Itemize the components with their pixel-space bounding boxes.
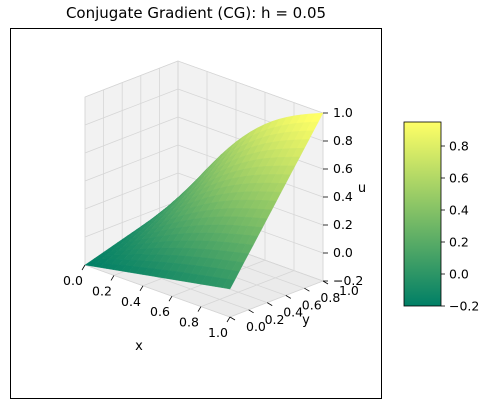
z-tick-label: −0.2 bbox=[333, 273, 363, 288]
colorbar-tick-label: 0.8 bbox=[449, 139, 469, 154]
x-tick-mark bbox=[140, 286, 143, 291]
z-tick-label: 0.2 bbox=[333, 217, 353, 232]
x-tick-mark bbox=[82, 265, 85, 270]
colorbar-tick-label: 0.6 bbox=[449, 171, 469, 186]
y-tick-mark bbox=[286, 295, 291, 298]
x-tick-label: 0.0 bbox=[63, 273, 83, 288]
colorbar-tick-label: 0.0 bbox=[449, 267, 469, 282]
x-tick-label: 0.6 bbox=[150, 304, 170, 319]
y-tick-mark bbox=[323, 281, 328, 284]
x-tick-label: 1.0 bbox=[208, 325, 228, 340]
y-axis-label: y bbox=[302, 313, 310, 328]
y-tick-mark bbox=[249, 310, 254, 313]
z-axis-label: u bbox=[358, 181, 366, 196]
x-tick-mark bbox=[198, 307, 201, 312]
z-tick-label: 0.4 bbox=[333, 189, 353, 204]
z-tick-label: 0.0 bbox=[333, 245, 353, 260]
x-tick-label: 0.2 bbox=[92, 283, 112, 298]
y-tick-label: 0.6 bbox=[302, 297, 322, 312]
z-tick-label: 0.6 bbox=[333, 161, 353, 176]
colorbar: −0.2 0.0 0.2 0.4 0.6 0.8 bbox=[404, 122, 479, 314]
x-tick-label: 0.4 bbox=[121, 294, 141, 309]
y-tick-label: 0.2 bbox=[265, 312, 285, 327]
y-tick-mark bbox=[230, 317, 235, 320]
y-tick-label: 0.4 bbox=[283, 305, 303, 320]
y-tick-label: 0.0 bbox=[246, 319, 266, 334]
y-tick-mark bbox=[267, 303, 272, 306]
y-tick-mark bbox=[304, 288, 309, 291]
y-tick-label: 0.8 bbox=[320, 290, 340, 305]
colorbar-tick-label: 0.2 bbox=[449, 235, 469, 250]
z-tick-label: 1.0 bbox=[333, 105, 353, 120]
x-axis-label: x bbox=[135, 339, 143, 354]
colorbar-gradient bbox=[404, 122, 441, 306]
x-tick-mark bbox=[111, 275, 114, 280]
x-tick-label: 0.8 bbox=[179, 315, 199, 330]
x-tick-mark bbox=[169, 296, 172, 301]
z-tick-label: 0.8 bbox=[333, 133, 353, 148]
colorbar-tick-label: −0.2 bbox=[449, 299, 479, 314]
colorbar-tick-label: 0.4 bbox=[449, 203, 469, 218]
x-tick-mark bbox=[227, 317, 230, 322]
